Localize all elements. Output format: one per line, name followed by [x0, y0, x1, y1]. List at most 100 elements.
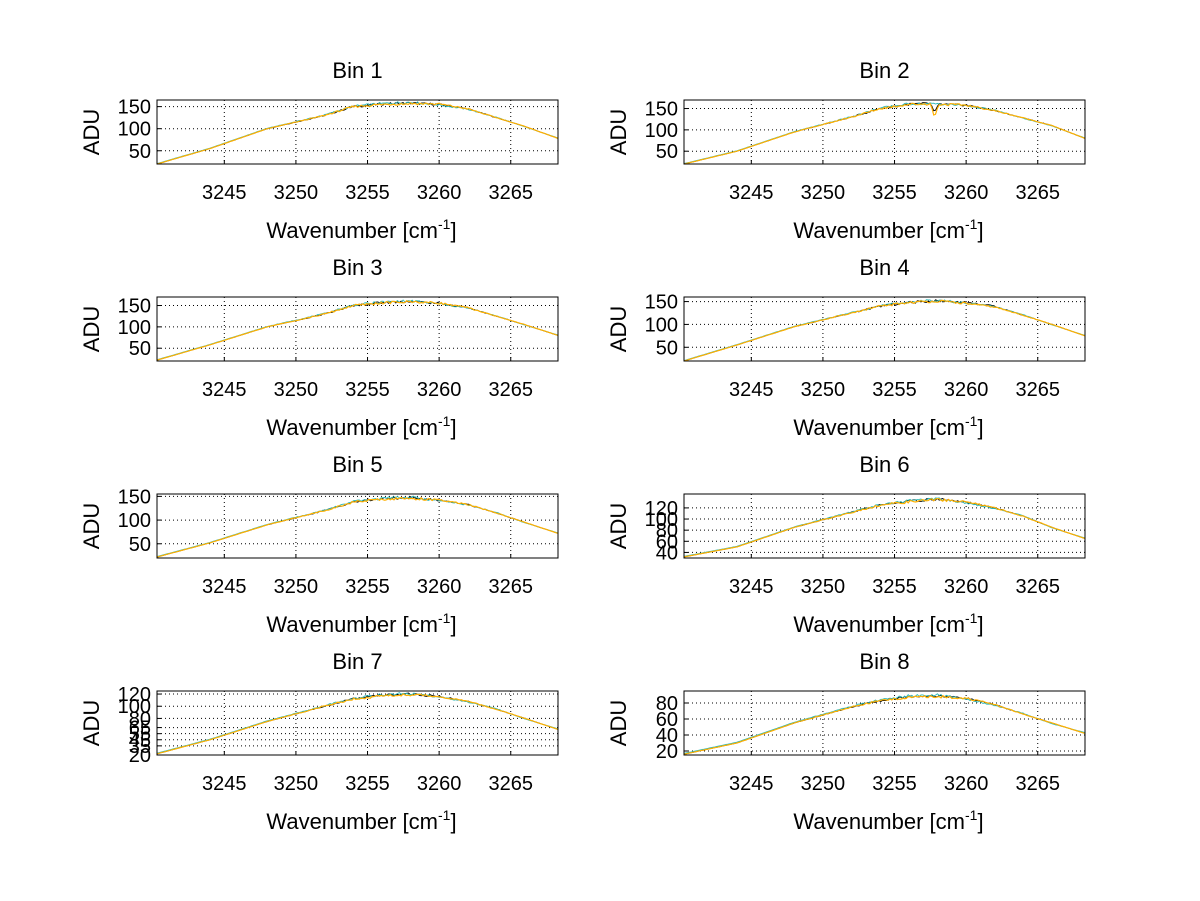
x-tick-label: 3255 — [345, 576, 390, 598]
subplot-title: Bin 3 — [332, 255, 382, 280]
x-axis-label: Wavenumber [cm-1] — [793, 807, 983, 834]
x-axis-label: Wavenumber [cm-1] — [793, 413, 983, 440]
x-tick-label: 3250 — [274, 182, 319, 204]
x-tick-label: 3265 — [488, 182, 533, 204]
x-tick-label: 3260 — [417, 379, 462, 401]
x-tick-label: 3260 — [944, 182, 989, 204]
series-line-overlay-a — [683, 299, 1086, 362]
x-tick-label: 3260 — [944, 379, 989, 401]
series-line-overlay-c — [683, 102, 1086, 165]
series-line-overlay-c — [156, 102, 559, 165]
y-tick-label: 80 — [656, 693, 678, 715]
series-line-overlay-c — [683, 299, 1086, 362]
y-axis-label: ADU — [79, 109, 104, 155]
x-tick-label: 3250 — [274, 773, 319, 795]
series-line-overlay-b — [156, 299, 559, 361]
y-tick-label: 150 — [645, 99, 678, 121]
x-tick-label: 3250 — [801, 379, 846, 401]
x-tick-label: 3245 — [729, 576, 774, 598]
y-tick-label: 50 — [656, 337, 678, 359]
series-line-overlay-b — [156, 495, 559, 558]
x-tick-label: 3255 — [345, 773, 390, 795]
y-tick-label: 20 — [656, 741, 678, 763]
x-tick-label: 3255 — [872, 379, 917, 401]
series-line-overlay-a — [156, 495, 559, 558]
x-tick-label: 3250 — [801, 182, 846, 204]
y-tick-label: 120 — [118, 684, 151, 706]
y-axis-label: ADU — [606, 700, 631, 746]
y-tick-label: 100 — [645, 314, 678, 336]
x-tick-label: 3245 — [202, 773, 247, 795]
x-tick-label: 3250 — [274, 576, 319, 598]
y-tick-label: 20 — [129, 745, 151, 767]
y-tick-label: 40 — [656, 542, 678, 564]
y-tick-label: 50 — [656, 141, 678, 163]
plot-frame — [683, 493, 1086, 559]
x-tick-label: 3250 — [801, 576, 846, 598]
plot-frame — [683, 99, 1086, 165]
subplot-title: Bin 7 — [332, 649, 382, 674]
series-line-overlay-b — [683, 497, 1086, 557]
x-tick-label: 3255 — [872, 773, 917, 795]
x-axis-label: Wavenumber [cm-1] — [266, 216, 456, 243]
plot-frame — [156, 493, 559, 559]
subplot-title: Bin 8 — [859, 649, 909, 674]
series-line-overlay-c — [683, 497, 1086, 558]
series-line-overlay-b — [156, 692, 559, 754]
x-tick-label: 3265 — [1015, 182, 1060, 204]
x-tick-label: 3255 — [345, 379, 390, 401]
x-tick-label: 3255 — [345, 182, 390, 204]
y-tick-label: 60 — [656, 709, 678, 731]
y-tick-label: 65 — [129, 718, 151, 740]
y-axis-label: ADU — [606, 109, 631, 155]
x-tick-label: 3250 — [801, 773, 846, 795]
x-tick-label: 3265 — [1015, 379, 1060, 401]
series-line-overlay-b — [683, 299, 1086, 361]
y-tick-label: 150 — [645, 292, 678, 314]
x-axis-label: Wavenumber [cm-1] — [793, 216, 983, 243]
series-line-overlay-a — [683, 497, 1086, 558]
y-tick-label: 50 — [129, 141, 151, 163]
x-tick-label: 3245 — [729, 182, 774, 204]
y-tick-label: 100 — [118, 510, 151, 532]
y-tick-label: 100 — [118, 119, 151, 141]
x-tick-label: 3260 — [417, 576, 462, 598]
y-tick-label: 50 — [129, 534, 151, 556]
y-tick-label: 100 — [118, 317, 151, 339]
series-line-overlay-c — [683, 695, 1086, 755]
x-tick-label: 3260 — [417, 182, 462, 204]
x-tick-label: 3260 — [417, 773, 462, 795]
x-tick-label: 3265 — [1015, 773, 1060, 795]
series-line-overlay-a — [156, 300, 559, 361]
plot-frame — [156, 296, 559, 362]
y-axis-label: ADU — [79, 700, 104, 746]
y-tick-label: 150 — [118, 296, 151, 318]
series-line-overlay-b — [156, 101, 559, 165]
subplot-title: Bin 4 — [859, 255, 909, 280]
subplot-title: Bin 5 — [332, 452, 382, 477]
x-axis-label: Wavenumber [cm-1] — [793, 610, 983, 637]
x-tick-label: 3245 — [202, 576, 247, 598]
y-tick-label: 55 — [129, 724, 151, 746]
y-tick-label: 150 — [118, 486, 151, 508]
series-line-overlay-a — [156, 692, 559, 755]
y-tick-label: 100 — [118, 696, 151, 718]
x-tick-label: 3245 — [729, 379, 774, 401]
series-line-overlay-c — [156, 693, 559, 755]
y-tick-label: 40 — [656, 725, 678, 747]
x-axis-label: Wavenumber [cm-1] — [266, 610, 456, 637]
x-tick-label: 3245 — [202, 379, 247, 401]
x-tick-label: 3245 — [202, 182, 247, 204]
series-line-overlay-c — [156, 496, 559, 558]
y-tick-label: 60 — [656, 531, 678, 553]
x-tick-label: 3265 — [488, 773, 533, 795]
series-line-overlay-b — [683, 102, 1086, 165]
x-tick-label: 3265 — [488, 576, 533, 598]
plot-frame — [683, 296, 1086, 362]
y-tick-label: 100 — [645, 509, 678, 531]
